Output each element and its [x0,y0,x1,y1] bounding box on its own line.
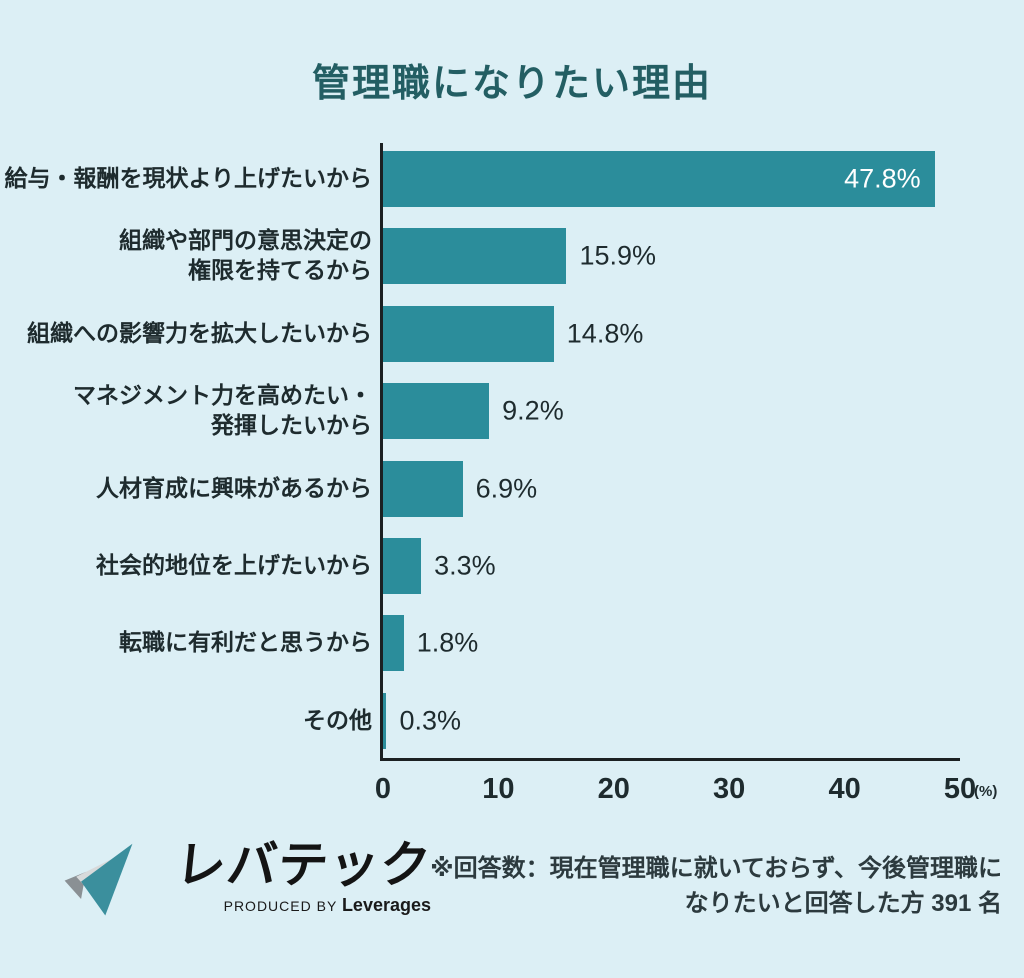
bar [383,151,935,207]
x-tick-label: 50 [943,773,977,805]
category-label: マネジメント力を高めたい・ 発揮したいから [73,382,372,439]
bar [383,460,463,517]
x-tick-label: 10 [482,773,515,805]
x-tick-label: 20 [597,773,630,805]
x-tick-label: 0 [374,773,392,805]
category-label: 社会的地位を上げたいから [96,552,372,579]
value-label: 14.8% [566,318,644,349]
bar [383,305,554,362]
value-label: 9.2% [502,395,564,426]
bar [383,383,490,440]
x-axis-unit-label: (%) [974,783,998,800]
survey-note: ※回答数：現在管理職に就いておらず、今後管理職に なりたいと回答した方 391 … [430,855,1002,917]
bar [383,228,567,285]
bar [383,538,422,594]
category-label: 人材育成に興味があるから [96,474,372,501]
category-label: その他 [303,706,372,733]
bar [383,692,387,749]
value-label: 47.8% [844,163,921,194]
category-label: 組織や部門の意思決定の 権限を持てるから [119,227,372,284]
value-label: 0.3% [399,705,461,736]
category-label: 転職に有利だと思うから [119,629,372,656]
value-label: 6.9% [475,473,538,504]
bar [383,615,404,672]
category-label: 組織への影響力を拡大したいから [27,319,372,346]
levtech-logo: レバテック PRODUCED BY Leverages [58,837,434,930]
category-label: 給与・報酬を現状より上げたいから [4,165,372,192]
value-label: 3.3% [434,550,496,581]
x-tick-label: 30 [713,773,746,805]
value-label: 15.9% [579,240,657,271]
leverages-brand-label: Leverages [341,895,431,915]
levtech-logo-byline: PRODUCED BY Leverages [176,895,431,916]
x-tick-label: 40 [828,773,861,805]
levtech-logo-icon [64,843,133,916]
value-label: 1.8% [416,627,479,658]
levtech-logo-text-block: レバテック PRODUCED BY Leverages [173,837,434,916]
chart-title: 管理職になりたい理由 [311,63,712,105]
plot-area: (%) 47.8% 15.9% 14.8% 9.2% 6.9% 3.3% 1.8% 0.3% 0… [375,143,997,805]
produced-by-label: PRODUCED BY [223,898,342,914]
